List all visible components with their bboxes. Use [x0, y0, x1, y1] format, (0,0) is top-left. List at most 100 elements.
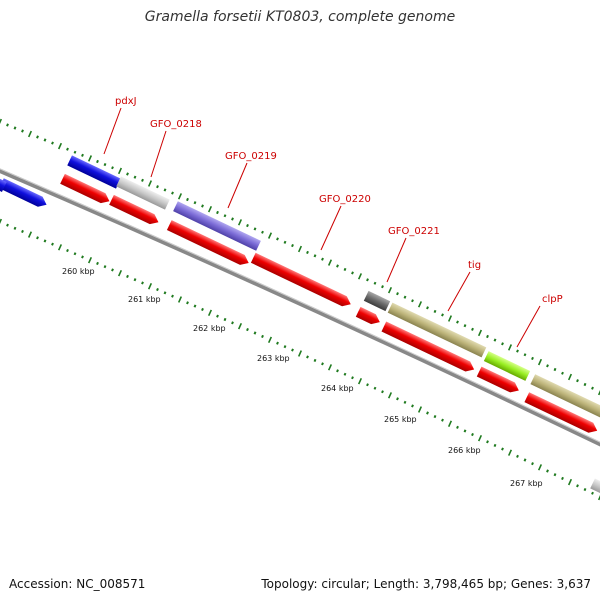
cds-gfo0221[interactable] [363, 290, 391, 312]
cds-red-3[interactable] [166, 220, 251, 268]
tick-mark [0, 118, 3, 124]
tick-mark [276, 237, 279, 241]
cds-gfo0219[interactable] [173, 201, 261, 251]
tick-mark [447, 420, 453, 428]
tick-mark [126, 172, 129, 176]
callout-line-gfo0219 [227, 162, 248, 209]
tick-mark [276, 341, 279, 345]
tick-mark [261, 230, 264, 234]
cds-red-7[interactable] [524, 392, 599, 436]
tick-mark [207, 205, 213, 213]
tick-mark [216, 314, 219, 318]
tick-mark [576, 379, 579, 383]
tick-mark [373, 386, 377, 390]
cds-clpP[interactable] [483, 351, 531, 381]
gene-label-clpP[interactable]: clpP [542, 294, 563, 305]
tick-mark [51, 242, 54, 246]
genome-backbone [0, 169, 600, 447]
tick-mark [597, 495, 600, 501]
tick-mark [171, 191, 174, 195]
gene-label-gfo0220[interactable]: GFO_0220 [319, 194, 371, 205]
callout-line-clpP [516, 305, 541, 348]
tick-mark [507, 344, 513, 351]
tick-mark [441, 313, 444, 317]
feature-track [0, 155, 600, 494]
cds-blue-edge[interactable] [0, 176, 7, 192]
tick-mark [6, 223, 9, 227]
tick-mark [283, 345, 287, 349]
tick-mark [553, 473, 557, 477]
tick-mark [27, 231, 33, 238]
callout-line-gfo0218 [150, 130, 167, 178]
tick-mark [411, 404, 414, 408]
tick-mark [396, 292, 399, 296]
cds-gfo0220[interactable] [250, 252, 353, 309]
tick-mark [21, 229, 24, 233]
tick-mark [186, 301, 189, 305]
tick-mark [351, 376, 354, 380]
tick-mark [493, 443, 497, 447]
tick-mark [486, 440, 489, 444]
tick-mark [253, 227, 257, 231]
tick-mark [403, 400, 407, 404]
tick-mark [207, 309, 213, 317]
tick-mark [133, 175, 137, 179]
gene-callouts: pdxJ GFO_0218 GFO_0219 GFO_0220 GFO_0221… [103, 96, 563, 348]
gene-label-gfo0219[interactable]: GFO_0219 [225, 151, 277, 162]
cds-red-1[interactable] [60, 173, 112, 206]
tick-mark [493, 338, 497, 342]
cds-gfo0218[interactable] [116, 176, 170, 210]
tick-mark [537, 358, 543, 366]
cds-tig[interactable] [387, 302, 487, 358]
tick-mark [343, 267, 347, 271]
tick-mark [133, 278, 137, 282]
tick-mark [373, 281, 377, 285]
tick-mark [171, 294, 174, 298]
gene-label-gfo0218[interactable]: GFO_0218 [150, 119, 202, 130]
tick-mark [141, 178, 144, 182]
tick-mark [441, 418, 444, 422]
tick-mark [201, 204, 204, 208]
tick-mark [403, 295, 407, 299]
gene-label-gfo0221[interactable]: GFO_0221 [388, 226, 440, 237]
cds-grey-edge[interactable] [590, 478, 600, 494]
tick-mark [87, 256, 93, 264]
outer-tick-ring [0, 118, 600, 396]
kbp-label: 263 kbp [257, 354, 290, 363]
tick-mark [246, 224, 249, 228]
tick-mark [516, 349, 519, 353]
tick-mark [516, 454, 519, 458]
tick-mark [261, 334, 264, 338]
tick-mark [417, 406, 423, 413]
callout-line-pdxJ [103, 107, 122, 155]
tick-mark [583, 382, 587, 387]
cds-red-5[interactable] [381, 321, 477, 375]
tick-mark [267, 336, 273, 344]
cds-red-4[interactable] [355, 306, 382, 327]
cds-red-2[interactable] [109, 194, 161, 227]
cds-olive-right[interactable] [530, 374, 600, 418]
tick-mark [456, 320, 459, 324]
tick-mark [381, 390, 384, 394]
gene-label-tig[interactable]: tig [468, 260, 481, 271]
tick-mark [426, 306, 429, 310]
tick-mark [433, 309, 437, 313]
tick-mark [147, 282, 153, 290]
tick-mark [223, 317, 227, 322]
tick-mark [0, 218, 3, 224]
tick-mark [561, 476, 564, 480]
tick-mark [366, 383, 369, 387]
gene-label-pdxJ[interactable]: pdxJ [115, 96, 137, 107]
tick-mark [471, 327, 474, 331]
tick-mark [567, 478, 573, 486]
tick-mark [156, 288, 159, 292]
tick-mark [13, 226, 17, 230]
cds-blue-left[interactable] [0, 178, 49, 209]
cds-red-6[interactable] [476, 366, 521, 396]
tick-mark [43, 138, 47, 142]
tick-mark [366, 278, 369, 282]
tick-mark [186, 197, 189, 202]
cds-pdxJ[interactable] [67, 155, 121, 189]
tick-mark [387, 286, 393, 294]
tick-mark [96, 261, 99, 265]
